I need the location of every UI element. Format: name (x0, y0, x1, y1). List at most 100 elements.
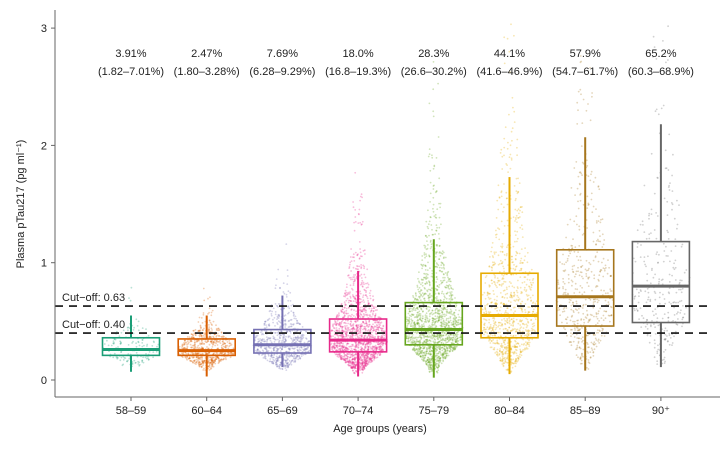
jitter-point (261, 330, 263, 332)
jitter-point (191, 356, 193, 358)
jitter-point (339, 355, 341, 358)
jitter-point (286, 330, 288, 333)
jitter-point (217, 362, 220, 365)
jitter-point (341, 333, 344, 336)
jitter-point (437, 82, 439, 85)
jitter-point (202, 364, 204, 367)
jitter-point (127, 326, 130, 329)
jitter-point (186, 358, 189, 361)
jitter-point (424, 283, 427, 285)
jitter-point (300, 346, 303, 348)
jitter-point (361, 347, 363, 350)
jitter-point (359, 327, 362, 330)
jitter-point (194, 346, 196, 348)
jitter-point (514, 334, 517, 337)
jitter-point (147, 357, 150, 360)
jitter-point (276, 331, 279, 334)
jitter-point (508, 322, 511, 325)
jitter-point (112, 340, 115, 342)
jitter-point (219, 360, 222, 362)
jitter-point (431, 154, 433, 157)
jitter-point (440, 362, 443, 365)
jitter-point (257, 340, 260, 343)
jitter-point (373, 325, 376, 328)
jitter-point (359, 248, 361, 250)
jitter-point (195, 356, 198, 358)
jitter-point (141, 359, 144, 362)
jitter-point (191, 352, 194, 355)
jitter-point (429, 169, 432, 172)
jitter-point (215, 324, 217, 327)
jitter-point (374, 309, 377, 312)
jitter-point (432, 196, 435, 199)
jitter-point (410, 325, 412, 327)
jitter-point (281, 340, 283, 342)
jitter-point (369, 315, 371, 318)
jitter-point (359, 325, 362, 328)
jitter-point (438, 309, 441, 311)
jitter-point (354, 221, 357, 223)
jitter-point (283, 307, 285, 310)
jitter-point (343, 306, 346, 309)
jitter-point (211, 362, 214, 365)
jitter-point (445, 352, 447, 355)
jitter-point (340, 354, 343, 357)
jitter-point (349, 334, 352, 337)
jitter-point (266, 338, 269, 341)
jitter-point (429, 192, 432, 195)
jitter-point (274, 358, 277, 360)
jitter-point (225, 358, 227, 361)
jitter-point (281, 368, 284, 371)
jitter-point (307, 340, 310, 343)
jitter-point (434, 341, 436, 343)
jitter-point (519, 324, 522, 326)
jitter-point (294, 360, 296, 362)
jitter-point (296, 354, 299, 357)
jitter-point (352, 256, 354, 259)
jitter-point (286, 362, 288, 365)
jitter-point (351, 362, 353, 364)
jitter-point (443, 295, 446, 298)
jitter-point (296, 348, 299, 351)
jitter-point (363, 355, 366, 357)
jitter-point (273, 359, 276, 362)
jitter-point (370, 328, 372, 331)
jitter-point (445, 319, 448, 322)
jitter-point (285, 355, 288, 358)
jitter-point (298, 356, 301, 359)
jitter-point (379, 342, 381, 345)
jitter-point (449, 308, 452, 311)
jitter-point (376, 319, 379, 322)
jitter-point (268, 337, 271, 340)
jitter-point (349, 256, 352, 258)
jitter-point (197, 356, 200, 358)
jitter-point (196, 352, 199, 354)
jitter-point (212, 320, 215, 323)
jitter-point (287, 365, 289, 368)
jitter-point (364, 365, 367, 367)
jitter-point (501, 168, 504, 170)
jitter-point (421, 292, 424, 294)
jitter-point (336, 353, 339, 356)
jitter-point (273, 348, 275, 351)
jitter-point (200, 365, 203, 368)
jitter-point (378, 321, 381, 324)
jitter-point (503, 296, 506, 299)
jitter-point (413, 306, 415, 309)
jitter-point (362, 328, 364, 331)
jitter-point (193, 360, 196, 363)
jitter-point (272, 307, 275, 310)
jitter-point (447, 270, 450, 273)
jitter-point (362, 294, 365, 297)
jitter-point (119, 340, 121, 343)
jitter-point (290, 325, 292, 328)
jitter-point (275, 357, 278, 360)
jitter-point (355, 346, 358, 348)
jitter-point (359, 316, 362, 318)
jitter-point (368, 292, 371, 294)
jitter-point (411, 338, 414, 340)
jitter-point (420, 283, 422, 286)
jitter-point (217, 347, 220, 350)
jitter-point (438, 237, 441, 240)
jitter-point (278, 355, 281, 358)
